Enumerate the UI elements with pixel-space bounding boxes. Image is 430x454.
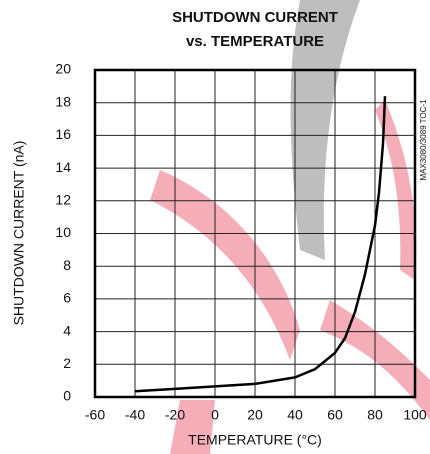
annotation: MAX3080/3089 TOC-1 (419, 99, 428, 181)
line-series (134, 96, 387, 393)
y-tick-label: 8 (63, 257, 71, 273)
chart-title: vs. TEMPERATURE (186, 33, 324, 50)
y-tick-label: 18 (55, 93, 71, 109)
x-tick-label: 60 (327, 407, 343, 423)
y-tick-label: 2 (63, 355, 71, 371)
y-tick-label: 12 (55, 192, 71, 208)
x-tick-label: 100 (403, 407, 427, 423)
y-tick-label: 10 (55, 224, 71, 240)
x-tick-label: 80 (367, 407, 383, 423)
y-tick-label: 6 (63, 290, 71, 306)
x-tick-label: -40 (125, 407, 145, 423)
x-axis-label: TEMPERATURE (°C) (188, 432, 322, 448)
y-tick-label: 0 (63, 388, 71, 404)
x-tick-label: 0 (211, 407, 219, 423)
x-tick-label: 20 (247, 407, 263, 423)
x-tick-label: -20 (165, 407, 185, 423)
y-axis-label: SHUTDOWN CURRENT (nA) (11, 141, 27, 326)
plot-frame (93, 68, 417, 399)
y-tick-label: 16 (55, 126, 71, 142)
watermark (150, 0, 430, 454)
y-tick-label: 20 (55, 61, 71, 77)
y-tick-label: 4 (63, 322, 71, 338)
x-tick-label: 40 (287, 407, 303, 423)
x-tick-label: -60 (85, 407, 105, 423)
chart-title: SHUTDOWN CURRENT (172, 9, 338, 26)
y-tick-label: 14 (55, 159, 71, 175)
